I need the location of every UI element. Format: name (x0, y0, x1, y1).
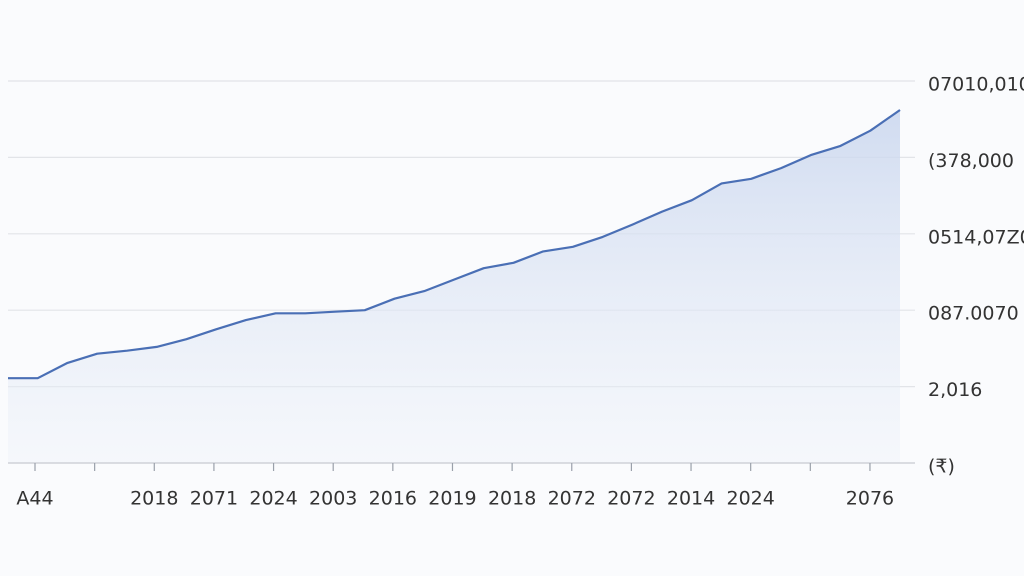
y-tick-label: (₹) (928, 456, 955, 478)
x-tick-label: 2003 (309, 488, 357, 510)
x-tick-label: 2076 (846, 488, 894, 510)
y-tick-label: 07010,0100 (928, 74, 1024, 96)
x-tick-label: 2018 (130, 488, 178, 510)
x-tick-label: 2072 (548, 488, 596, 510)
x-tick-label: 2071 (190, 488, 238, 510)
x-tick-label: 2019 (428, 488, 476, 510)
x-tick-label: 2014 (667, 488, 715, 510)
x-tick-label: 2072 (607, 488, 655, 510)
y-tick-label: 087.0070 (928, 303, 1019, 325)
y-tick-label: 2,016 (928, 379, 982, 401)
x-tick-label: 2018 (488, 488, 536, 510)
x-tick-label: A44 (16, 488, 53, 510)
x-tick-label: 2024 (727, 488, 775, 510)
area-fill (8, 110, 900, 463)
x-tick-label: 2024 (249, 488, 297, 510)
y-tick-label: 0514,07Z0 (928, 226, 1024, 248)
y-tick-label: (378,000 (928, 150, 1014, 172)
line (8, 109, 901, 380)
x-tick-label: 2016 (369, 488, 417, 510)
